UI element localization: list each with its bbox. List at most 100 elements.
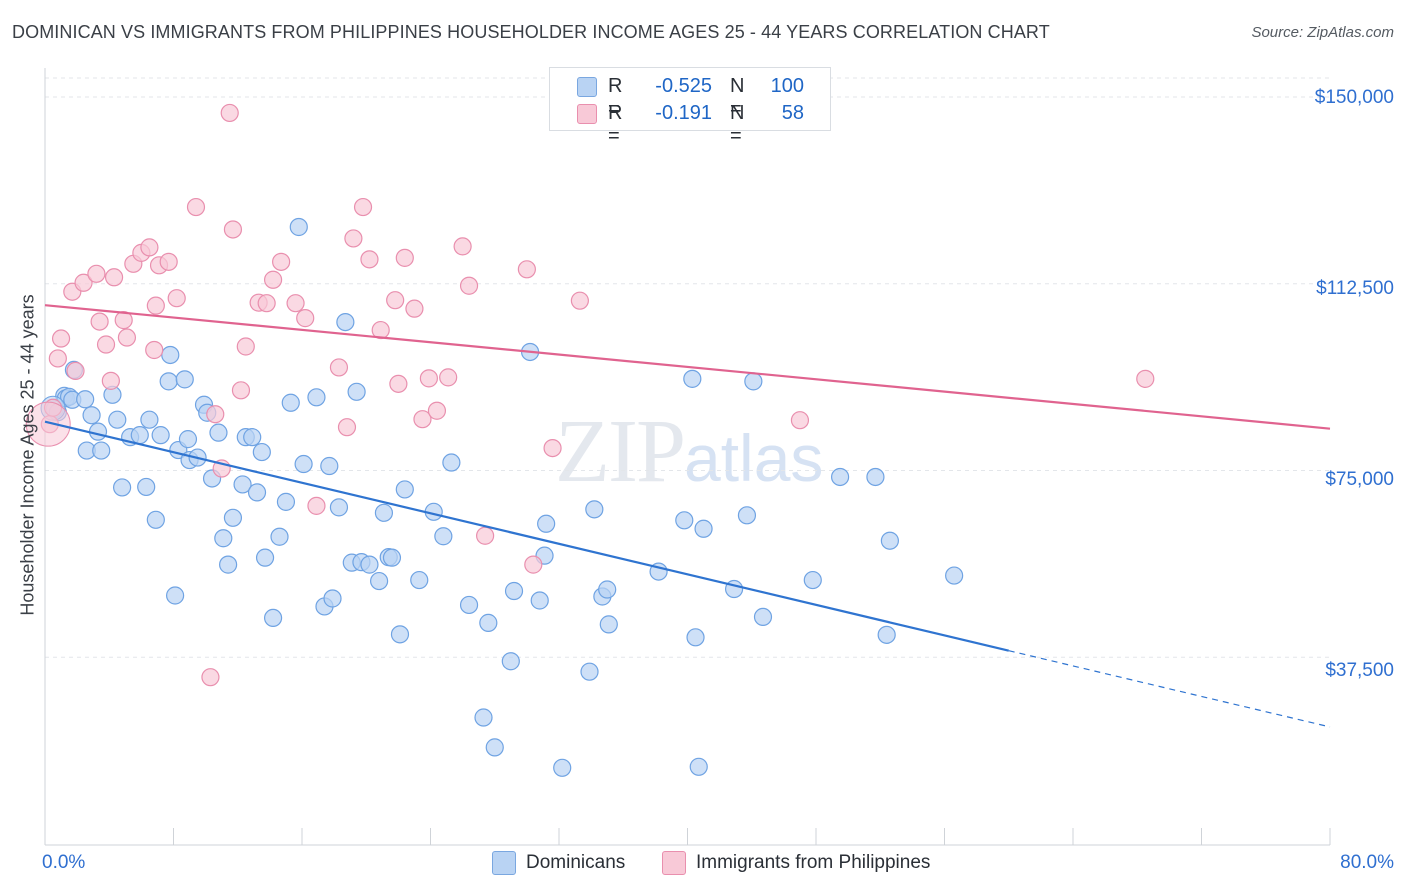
dominicans-point — [108, 410, 127, 429]
dominicans-point — [504, 581, 524, 601]
dominicans-point — [159, 372, 178, 391]
bottom-legend-philippines: Immigrants from Philippines — [662, 851, 930, 875]
dominicans-point — [294, 454, 313, 474]
r-value: -0.525 — [655, 75, 712, 97]
dominicans-point — [501, 652, 520, 671]
dominicans-legend-label: Dominicans — [526, 852, 626, 874]
r-label: R = — [608, 102, 623, 147]
trend-lines — [44, 304, 1331, 728]
correlation-legend: R = -0.525 N = 100 R = -0.191 N = 58 — [549, 67, 831, 147]
dominicans-point — [585, 500, 604, 519]
y-tick-150000: $150,000 — [1314, 87, 1394, 108]
philippines-point — [231, 381, 251, 400]
philippines-point — [101, 371, 120, 390]
philippines-point — [159, 252, 178, 271]
dominicans-point — [166, 586, 185, 605]
dominicans-point — [255, 548, 275, 567]
philippines-legend-label: Immigrants from Philippines — [696, 852, 931, 874]
watermark-atlas: atlas — [684, 421, 824, 495]
dominicans-point — [130, 426, 149, 445]
philippines-point — [344, 229, 363, 248]
philippines-point — [48, 349, 67, 368]
dominicans-point — [161, 345, 180, 365]
philippines-point — [51, 329, 71, 348]
philippines-point — [90, 312, 109, 331]
dominicans-point — [753, 607, 773, 627]
dominicans-point — [683, 369, 702, 388]
dominicans-point — [281, 393, 300, 412]
dominicans-point — [599, 615, 618, 634]
dominicans-point — [214, 529, 233, 548]
philippines-point — [87, 264, 106, 283]
dominicans-point — [434, 527, 453, 546]
dominicans-point — [803, 570, 822, 590]
r-label: R = — [608, 75, 623, 120]
zipatlas-watermark: ZIPatlas — [555, 400, 823, 503]
philippines-point — [371, 320, 390, 340]
dominicans-point — [140, 410, 159, 429]
dominicans-point — [209, 423, 228, 442]
philippines-point — [570, 291, 589, 310]
dominicans-point — [675, 511, 694, 530]
philippines-point — [117, 328, 137, 347]
dominicans-point — [390, 625, 410, 644]
philippines-point — [476, 526, 495, 545]
bottom-legend-dominicans: Dominicans — [492, 851, 625, 875]
dominicans-point — [289, 217, 308, 237]
philippines-point — [66, 361, 85, 380]
dominicans-point — [485, 738, 504, 757]
dominicans-point — [233, 475, 252, 494]
dominicans-point — [598, 580, 617, 599]
n-label: N = — [730, 102, 745, 147]
philippines-point — [329, 358, 349, 377]
dominicans-point — [336, 312, 355, 332]
philippines-point — [220, 103, 239, 123]
dominicans-point — [247, 483, 267, 502]
dominicans-point — [442, 453, 461, 472]
y-axis-label: Householder Income Ages 25 - 44 years — [17, 294, 38, 616]
dominicans-point — [689, 757, 708, 776]
dominicans-trend-line — [44, 420, 1010, 652]
source-credit: Source: ZipAtlas.com — [1251, 24, 1394, 41]
philippines-point — [386, 291, 405, 310]
philippines-point — [263, 270, 283, 289]
philippines-trend-line — [44, 304, 1331, 430]
watermark-zip: ZIP — [555, 402, 686, 501]
philippines-point — [427, 401, 447, 420]
dominicans-point — [82, 406, 101, 425]
dominicans-point — [537, 514, 556, 533]
dominicans-point — [459, 595, 479, 615]
philippines-point — [395, 248, 414, 267]
dominicans-point — [175, 370, 194, 389]
dominicans-point — [737, 506, 757, 525]
philippines-legend-swatch — [662, 851, 686, 875]
philippines-point — [201, 668, 220, 687]
dominicans-point — [374, 503, 394, 522]
axes — [44, 68, 1331, 846]
dominicans-point — [137, 477, 156, 497]
dominicans-trend-extension — [1008, 650, 1331, 728]
dominicans-point — [866, 467, 885, 487]
philippines-point — [524, 555, 543, 574]
philippines-point — [74, 273, 93, 292]
dominicans-point — [76, 390, 95, 409]
philippines-points — [25, 103, 1155, 687]
x-tick-max: 80.0% — [1340, 852, 1394, 873]
philippines-point — [206, 405, 225, 424]
philippines-point — [360, 250, 379, 269]
philippines-point — [223, 220, 243, 239]
philippines-point — [96, 335, 116, 354]
dominicans-point — [410, 570, 429, 590]
philippines-point — [439, 368, 458, 387]
philippines-point — [453, 237, 472, 256]
dominicans-point — [694, 519, 713, 538]
philippines-point — [140, 238, 159, 257]
dominicans-point — [360, 555, 379, 574]
dominicans-point — [479, 613, 498, 632]
dominicans-point — [580, 662, 599, 681]
r-value: -0.191 — [655, 102, 712, 124]
dominicans-point — [263, 608, 283, 628]
dominicans-swatch — [577, 77, 597, 97]
dominicans-point — [223, 508, 243, 527]
